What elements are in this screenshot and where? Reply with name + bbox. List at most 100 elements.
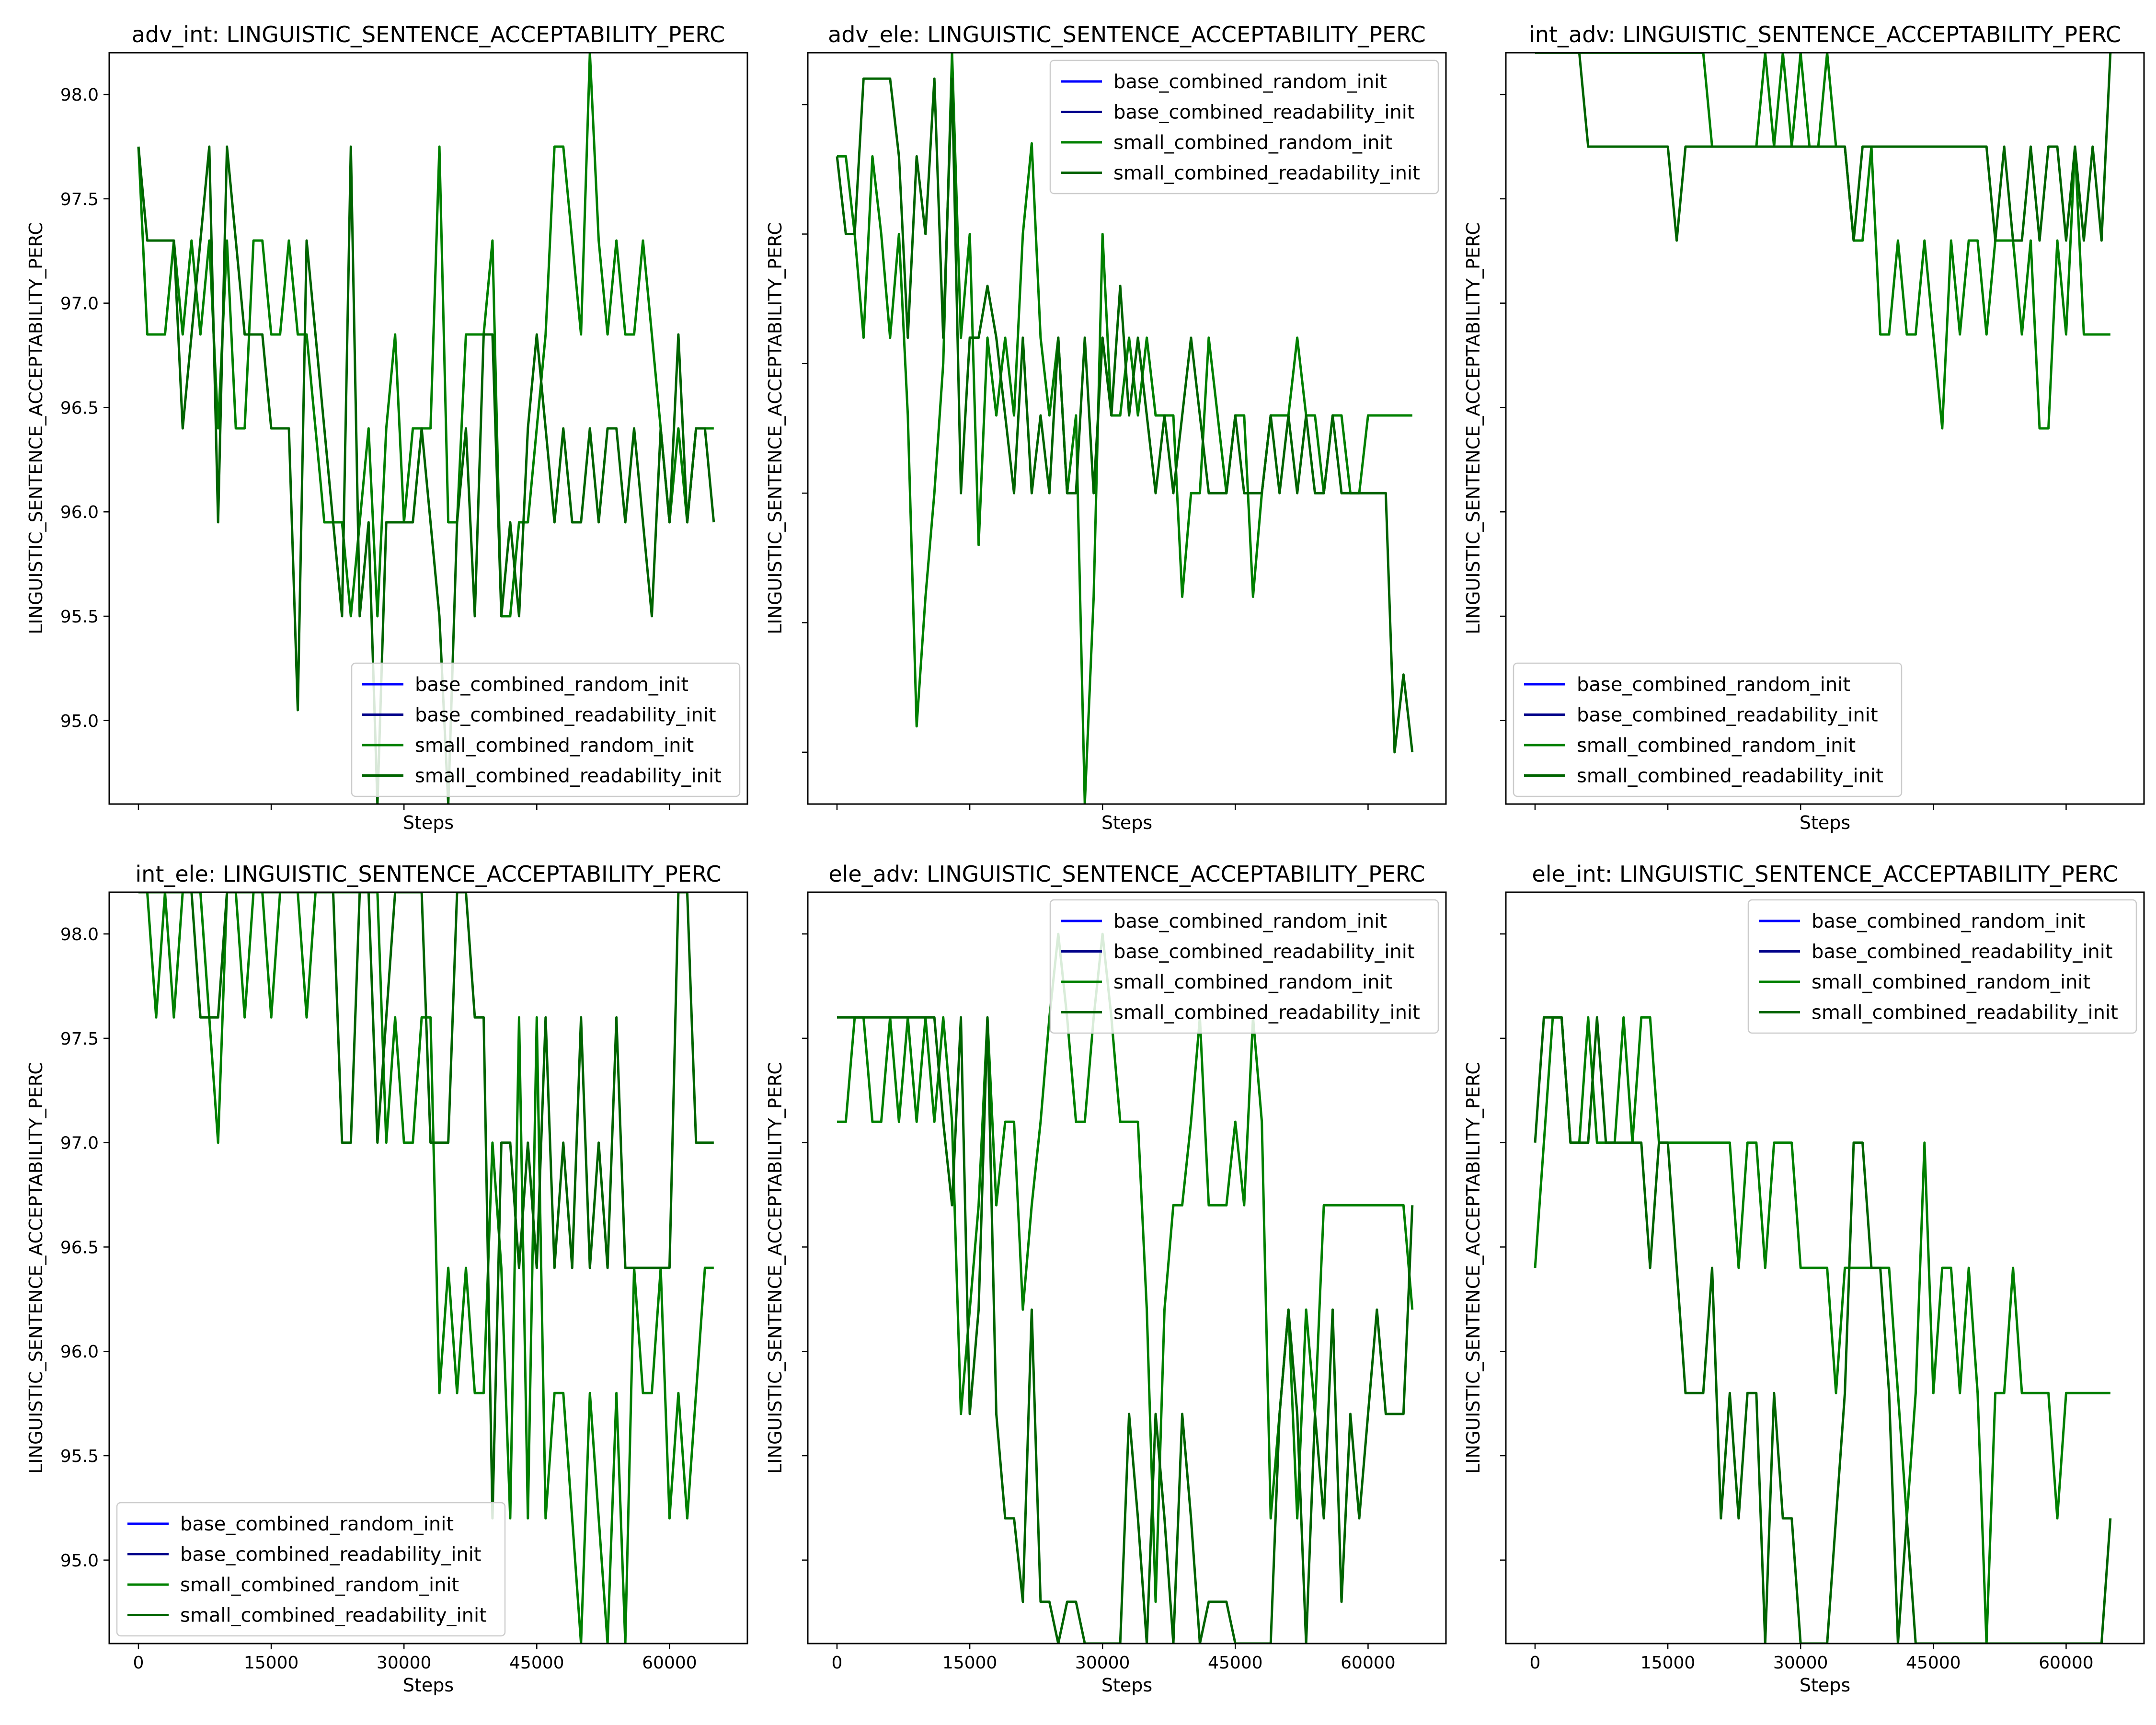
legend-box [351,662,741,797]
legend-entry: small_combined_readability_init [1812,1002,2118,1024]
x-axis-label: Steps [403,812,454,833]
series-line-small_combined_readability_init [1534,1016,2112,1644]
x-tick-label: 60000 [642,1653,697,1673]
legend-entry: small_combined_random_init [415,735,694,757]
legend: base_combined_random_init base_combined_r… [351,662,741,797]
x-tick-label: 15000 [244,1653,299,1673]
legend-entry: base_combined_readability_init [1113,941,1415,963]
x-tick-label: 45000 [1208,1653,1263,1673]
legend: base_combined_random_init base_combined_r… [1513,662,1903,797]
y-tick-label: 97.0 [60,294,99,314]
y-tick-label: 95.0 [60,1551,99,1571]
axes-frame [807,52,1447,805]
y-axis-label: LINGUISTIC_SENTENCE_ACCEPTABILITY_PERC [765,222,786,634]
series-line-small_combined_random_init [837,53,1412,804]
y-tick-label: 98.0 [60,925,99,944]
legend-entry: base_combined_random_init [1113,910,1387,932]
x-tick-label: 30000 [377,1653,432,1673]
x-tick-label: 60000 [1341,1653,1396,1673]
y-tick-label: 96.0 [60,503,99,522]
x-axis-label: Steps [1800,812,1850,833]
chart-panel-5: 0 15000 30000 45000 60000 ele_adv: LINGUISTIC… [765,861,1447,1696]
chart-title: int_ele: LINGUISTIC_SENTENCE_ACCEPTABILI… [135,861,721,887]
legend-box [1049,899,1439,1034]
y-tick-label: 97.5 [60,190,99,209]
legend-entry: base_combined_readability_init [180,1544,482,1566]
legend-entry: small_combined_readability_init [1113,1002,1420,1024]
chart-panel-4: 0 15000 30000 45000 60000 95.0 95.5 96.0 96.5 97.… [25,861,748,1696]
series-line-small_combined_readability_init [1535,53,2112,242]
y-tick-label: 96.5 [60,398,99,418]
y-axis-label: LINGUISTIC_SENTENCE_ACCEPTABILITY_PERC [1463,1062,1484,1474]
y-axis-label: LINGUISTIC_SENTENCE_ACCEPTABILITY_PERC [765,1062,786,1474]
legend-box [1513,662,1903,797]
axes-frame [108,891,748,1644]
y-axis-label: LINGUISTIC_SENTENCE_ACCEPTABILITY_PERC [25,222,46,634]
x-tick-label: 45000 [509,1653,564,1673]
x-tick-label: 30000 [1773,1653,1828,1673]
legend-box [116,1502,506,1637]
legend: base_combined_random_init base_combined_r… [116,1502,506,1637]
y-tick-label: 95.0 [60,712,99,731]
legend-box [1747,899,2137,1034]
x-tick-label: 15000 [1640,1653,1696,1673]
x-tick-label: 15000 [942,1653,998,1673]
x-tick-label: 60000 [2039,1653,2094,1673]
legend-entry: base_combined_random_init [1113,71,1387,93]
legend-entry: small_combined_random_init [180,1574,459,1596]
series-line-small_combined_readability_init [837,1016,1414,1644]
x-tick-label: 0 [1530,1653,1541,1673]
legend: base_combined_random_init base_combined_r… [1049,899,1439,1034]
legend-entry: small_combined_random_init [1113,132,1392,154]
chart-title: ele_adv: LINGUISTIC_SENTENCE_ACCEPTABILI… [828,861,1425,887]
series-line-small_combined_random_init [137,53,714,618]
y-tick-label: 96.5 [60,1238,99,1257]
legend-entry: base_combined_random_init [180,1513,454,1535]
legend-entry: base_combined_readability_init [1577,704,1878,726]
legend-entry: small_combined_readability_init [1577,765,1883,787]
chart-panel-3: int_adv: LINGUISTIC_SENTENCE_ACCEPTABILI… [1463,22,2145,833]
x-tick-label: 30000 [1075,1653,1130,1673]
axes-frame [807,891,1447,1644]
legend-entry: small_combined_readability_init [1113,162,1420,184]
x-tick-label: 45000 [1906,1653,1961,1673]
chart-title: adv_int: LINGUISTIC_SENTENCE_ACCEPTABILI… [132,22,725,47]
chart-panel-2: adv_ele: LINGUISTIC_SENTENCE_ACCEPTABILI… [765,22,1447,833]
x-axis-label: Steps [1101,1675,1152,1696]
legend: base_combined_random_init base_combined_r… [1049,59,1439,195]
legend-entry: base_combined_readability_init [1812,941,2113,963]
series-line-small_combined_random_init [1534,1016,2110,1644]
legend-entry: small_combined_random_init [1113,971,1392,993]
series-line-small_combined_random_init [1535,53,2110,430]
chart-title: adv_ele: LINGUISTIC_SENTENCE_ACCEPTABILI… [828,22,1426,47]
legend-box [1049,59,1439,195]
axes-frame [108,52,748,805]
chart-panel-6: 0 15000 30000 45000 60000 ele_int: LINGUISTIC… [1463,861,2145,1696]
legend: base_combined_random_init base_combined_r… [1747,899,2137,1034]
legend-entry: base_combined_random_init [415,674,688,696]
chart-title: ele_int: LINGUISTIC_SENTENCE_ACCEPTABILI… [1532,861,2118,887]
legend-entry: small_combined_readability_init [180,1605,487,1627]
series-line-small_combined_readability_init [836,77,1414,754]
legend-entry: base_combined_readability_init [415,704,716,726]
x-tick-label: 0 [832,1653,843,1673]
legend-entry: base_combined_readability_init [1113,102,1415,124]
series-line-small_combined_readability_init [138,892,714,1520]
y-tick-label: 98.0 [60,85,99,105]
axes-frame [1505,891,2145,1644]
y-tick-label: 97.5 [60,1029,99,1049]
x-tick-label: 0 [133,1653,144,1673]
y-tick-label: 97.0 [60,1134,99,1153]
series-line-small_combined_readability_init [137,145,715,804]
chart-title: int_adv: LINGUISTIC_SENTENCE_ACCEPTABILI… [1529,22,2121,47]
chart-panel-1: 95.0 95.5 96.0 96.5 97.0 97.5 98.0 adv_int: LIN… [25,22,748,833]
x-axis-label: Steps [1800,1675,1850,1696]
legend-entry: small_combined_random_init [1577,735,1856,757]
x-axis-label: Steps [403,1675,454,1696]
y-axis-label: LINGUISTIC_SENTENCE_ACCEPTABILITY_PERC [25,1062,46,1474]
legend-entry: small_combined_readability_init [415,765,722,787]
legend-entry: base_combined_random_init [1812,910,2085,932]
axes-frame [1505,52,2145,805]
x-axis-label: Steps [1101,812,1152,833]
